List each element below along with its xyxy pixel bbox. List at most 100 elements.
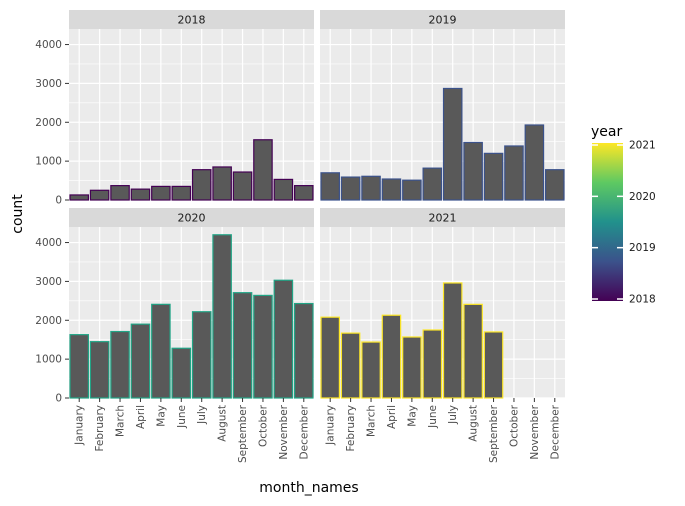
bar-2021-may: [402, 336, 422, 399]
facet-panel-2021: 2021: [320, 208, 565, 399]
y-tick-label: 1000: [35, 156, 62, 168]
x-tick-label: September: [488, 404, 500, 463]
bar-2020-september: [232, 292, 253, 399]
bar-2019-february: [340, 176, 361, 201]
legend-label: 2020: [629, 191, 656, 203]
x-tick-label: December: [549, 404, 561, 459]
bar-2018-april: [130, 188, 151, 201]
y-tick-label: 3000: [35, 78, 62, 90]
x-tick-label: June: [176, 405, 188, 429]
facet-strip-label: 2021: [429, 212, 457, 225]
bar-2018-august: [212, 166, 232, 201]
bar-2018-june: [171, 185, 192, 201]
x-tick-label: June: [427, 405, 439, 429]
facet-strip: [320, 10, 565, 29]
bar-2020-july: [191, 311, 212, 399]
bar-2020-october: [253, 294, 273, 399]
y-tick-label: 4000: [35, 39, 62, 51]
bar-2019-may: [402, 179, 422, 201]
x-tick-label: April: [135, 405, 147, 429]
legend-title: year: [591, 124, 622, 140]
x-tick-label: October: [508, 404, 520, 447]
bar-2021-march: [361, 341, 381, 399]
bar-2021-january: [320, 316, 340, 399]
bar-2021-february: [340, 332, 361, 399]
bar-2018-december: [294, 185, 314, 201]
bar-2021-april: [381, 314, 402, 399]
bar-2019-january: [320, 172, 340, 201]
x-tick-label: February: [94, 405, 106, 452]
bar-2021-september: [483, 331, 504, 399]
facet-strip-label: 2020: [178, 212, 206, 225]
x-tick-label: May: [406, 405, 418, 427]
x-tick-label: September: [237, 404, 249, 463]
y-tick-label: 1000: [35, 354, 62, 366]
bar-2019-july: [442, 87, 463, 201]
bar-2018-september: [232, 171, 253, 201]
x-tick-label: November: [529, 404, 541, 459]
bar-2020-november: [273, 279, 294, 399]
x-tick-label: January: [325, 405, 337, 446]
bar-2019-october: [504, 145, 524, 201]
bar-2018-may: [151, 185, 171, 201]
x-tick-label: March: [115, 405, 127, 437]
y-tick-label: 4000: [35, 237, 62, 249]
bar-2018-november: [273, 178, 294, 201]
facet-strip: [320, 208, 565, 227]
legend-label: 2018: [629, 294, 656, 306]
x-tick-label: July: [196, 405, 208, 425]
bar-2021-june: [422, 329, 443, 399]
bar-2018-february: [89, 189, 110, 201]
bar-2019-april: [381, 178, 402, 201]
y-axis-title: count: [10, 194, 26, 234]
legend-label: 2019: [629, 242, 656, 254]
facet-panel-2018: 2018: [69, 10, 314, 201]
x-tick-label: May: [155, 405, 167, 427]
facet-panel-2019: 2019: [320, 10, 565, 201]
y-tick-label: 3000: [35, 276, 62, 288]
bar-2018-july: [191, 169, 212, 201]
bar-2019-december: [545, 169, 565, 201]
facet-panels: 2018 2019 2020 2021: [69, 10, 565, 399]
bar-2018-january: [69, 194, 89, 201]
x-tick-label: February: [345, 405, 357, 452]
bar-2019-june: [422, 167, 443, 201]
x-tick-label: December: [298, 404, 310, 459]
x-tick-label: October: [257, 404, 269, 447]
y-tick-label: 0: [55, 393, 62, 405]
facet-strip: [69, 10, 314, 29]
x-axis-title: month_names: [259, 480, 358, 496]
x-tick-label: April: [386, 405, 398, 429]
panel-background: [69, 29, 314, 200]
y-tick-label: 2000: [35, 117, 62, 129]
facet-panel-2020: 2020: [69, 208, 314, 399]
y-tick-label: 0: [55, 195, 62, 207]
panel-background: [69, 227, 314, 398]
bar-2020-february: [89, 341, 110, 399]
x-tick-label: March: [366, 405, 378, 437]
bar-2020-december: [294, 302, 314, 399]
x-tick-label: August: [468, 405, 480, 442]
bar-2020-may: [151, 303, 171, 399]
bar-2020-january: [69, 334, 89, 399]
bar-2019-november: [524, 124, 545, 201]
legend-colorbar: [592, 143, 623, 301]
facet-strip-label: 2018: [178, 14, 206, 27]
facet-strip-label: 2019: [429, 14, 457, 27]
bar-2020-april: [130, 323, 151, 399]
bar-2020-august: [212, 234, 232, 399]
x-tick-label: August: [217, 405, 229, 442]
legend-label: 2021: [629, 140, 656, 152]
bar-2019-august: [463, 141, 483, 201]
bar-2020-march: [110, 330, 130, 399]
bar-2021-july: [442, 282, 463, 399]
bar-2021-august: [463, 303, 483, 399]
facet-strip: [69, 208, 314, 227]
bar-2018-march: [110, 185, 130, 201]
bar-2019-september: [483, 152, 504, 201]
x-tick-label: July: [447, 405, 459, 425]
panel-background: [320, 29, 565, 200]
x-tick-label: January: [74, 405, 86, 446]
panel-background: [320, 227, 565, 398]
